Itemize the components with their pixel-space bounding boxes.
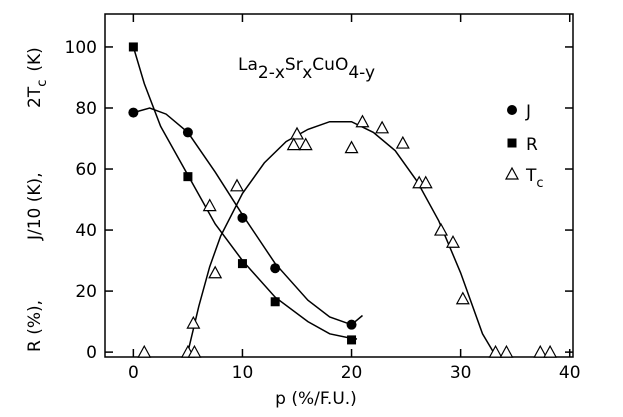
data-point [237,212,248,223]
legend-label: Tc [525,166,544,191]
data-point [395,135,410,149]
data-point [289,126,305,140]
data-point [346,319,357,330]
y-axis-label-part: (K) [25,47,45,71]
data-point [375,120,390,134]
y-tick-label: 60 [75,160,97,180]
data-point [433,222,449,236]
legend-label-part: R [526,135,538,155]
data-point [499,344,514,358]
data-point [186,315,201,329]
data-point [202,198,217,212]
data-point [128,42,138,52]
y-tick-label: 80 [75,99,97,119]
data-point [533,344,548,358]
legend-label-part: J [525,102,531,122]
y-axis-label: 2Tc (K) [25,47,50,108]
data-point [347,335,357,345]
formula-part: CuO [312,55,348,75]
data-point [237,259,247,269]
y-tick-label: 100 [65,38,97,58]
y-axis-label: R (%), [25,300,45,352]
data-point [182,127,193,138]
legend-label: J [525,102,531,122]
data-point [208,265,223,279]
data-point [137,344,152,358]
formula-part: La [238,55,258,75]
x-axis-label: p (%/F.U.) [275,389,357,409]
y-axis-label-part: 2T [25,86,45,108]
fit-curve [132,46,358,340]
y-axis-label: J/10 (K), [25,172,45,241]
data-point [298,137,313,151]
data-point [187,344,202,358]
x-tick-label: 30 [450,363,472,383]
x-tick-label: 10 [232,363,254,383]
x-tick-label: 0 [128,363,139,383]
data-point [286,137,301,151]
data-point [229,178,245,192]
data-point [344,140,359,154]
formula-sub: 2-x [258,63,285,83]
data-point [488,344,503,358]
data-point [543,344,558,358]
legend-marker [507,105,517,115]
y-tick-label: 40 [75,221,97,241]
legend-label-part: T [525,166,537,186]
legend-label-sub: c [536,176,543,191]
formula-part: Sr [285,55,303,75]
y-tick-label: 20 [75,282,97,302]
legend-marker [504,166,520,180]
data-point [183,172,193,182]
data-point [355,114,370,128]
data-point [445,235,461,248]
data-point [270,297,280,307]
data-point [455,291,470,305]
legend-label: R [526,135,538,155]
plot-frame [104,13,574,358]
legend-marker [507,138,517,148]
data-point [418,175,433,189]
formula-sub: 4-y [348,63,375,83]
x-tick-label: 40 [559,363,581,383]
formula: La2-xSrxCuO4-y [238,55,375,83]
data-point [270,263,281,274]
fit-curve [187,120,495,353]
formula-sub: x [302,63,312,83]
data-point [128,107,139,118]
x-tick-label: 20 [341,363,363,383]
y-tick-label: 0 [86,343,97,363]
y-axis-label-sub: c [35,80,50,87]
